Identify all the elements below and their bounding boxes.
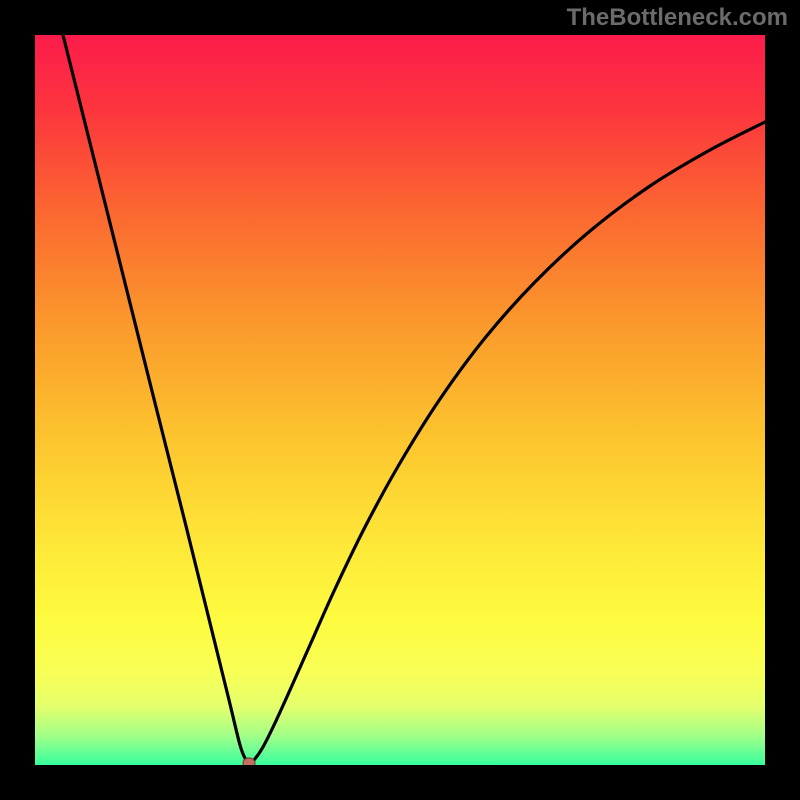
plot-area xyxy=(35,35,765,765)
minimum-marker xyxy=(243,758,255,765)
watermark-text: TheBottleneck.com xyxy=(567,4,788,32)
bottleneck-curve xyxy=(35,35,765,765)
